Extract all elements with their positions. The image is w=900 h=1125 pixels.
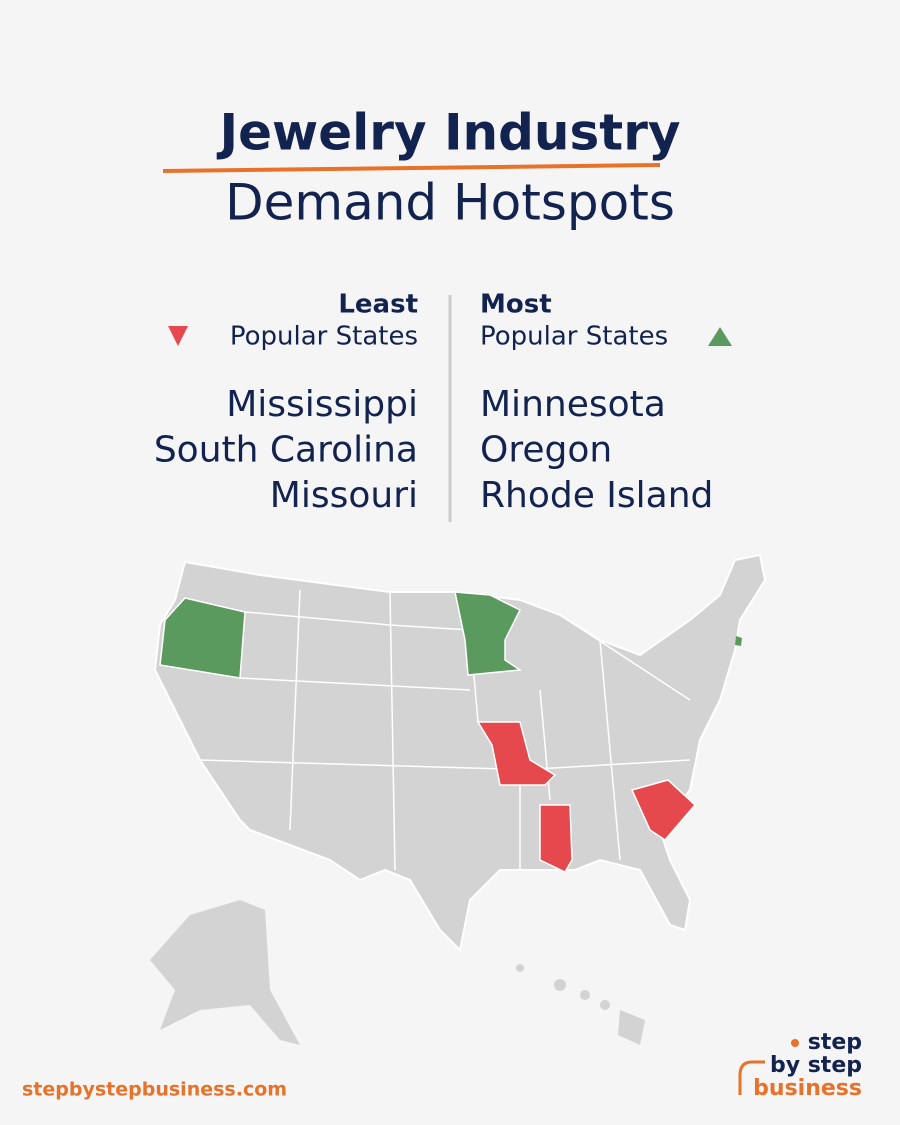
most-caption: Popular States [480, 322, 668, 352]
title: Jewelry Industry [217, 104, 681, 162]
subtitle: Demand Hotspots [225, 174, 675, 232]
logo-word: by step [770, 1053, 862, 1078]
state-name: Oregon [480, 430, 612, 471]
us-map [150, 553, 767, 1045]
state-minnesota [454, 591, 523, 676]
state-missouri [476, 721, 557, 786]
logo-stair [738, 1060, 765, 1095]
state-name: South Carolina [154, 430, 418, 471]
state-name: Missouri [270, 475, 418, 516]
least-label: Least [338, 290, 418, 320]
hawaii [516, 964, 645, 1045]
contiguous-us [153, 553, 767, 953]
logo-word: step [808, 1030, 862, 1055]
logo: step by step business [738, 1030, 862, 1101]
state-name: Minnesota [480, 384, 666, 425]
state-borders [199, 589, 691, 871]
alaska [150, 900, 300, 1045]
state-oregon [159, 597, 246, 679]
most-label: Most [480, 290, 552, 320]
state-name: Mississippi [226, 384, 418, 425]
down-arrow [168, 326, 188, 346]
logo-word: business [753, 1076, 862, 1101]
least-caption: Popular States [230, 322, 418, 352]
up-arrow [708, 327, 732, 346]
logo-dot [791, 1039, 799, 1047]
state-name: Rhode Island [480, 475, 713, 516]
state-mississippi [539, 804, 573, 873]
footer-url: stepbystepbusiness.com [22, 1079, 287, 1101]
state-rhode-island [735, 636, 742, 646]
state-south-carolina [630, 779, 697, 841]
title-underline [162, 163, 661, 173]
